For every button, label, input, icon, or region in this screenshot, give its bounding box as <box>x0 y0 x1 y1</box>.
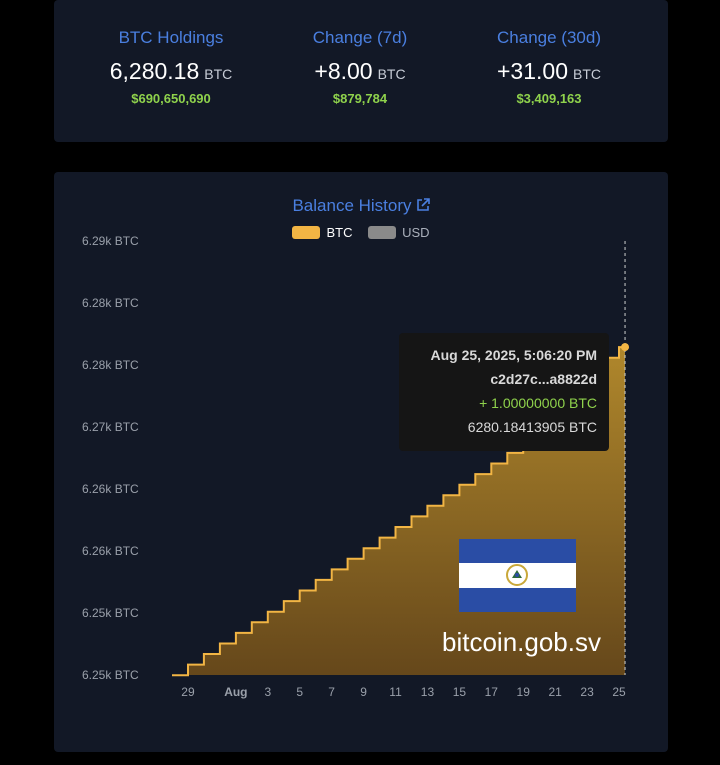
watermark-text: bitcoin.gob.sv <box>442 627 601 657</box>
tooltip-tx-id: c2d27c...a8822d <box>490 371 597 387</box>
legend-label-usd: USD <box>402 225 430 240</box>
chart-tooltip: Aug 25, 2025, 5:06:20 PM c2d27c...a8822d… <box>399 333 609 451</box>
y-tick-label: 6.25k BTC <box>82 606 139 620</box>
el-salvador-flag <box>459 539 576 612</box>
x-tick-label: 11 <box>389 685 402 699</box>
balance-chart: 6.29k BTC 6.28k BTC 6.28k BTC 6.27k BTC 6.26… <box>82 234 630 699</box>
y-tick-label: 6.27k BTC <box>82 420 139 434</box>
chart-card: 6.29k BTC 6.28k BTC 6.28k BTC 6.27k BTC 6.26… <box>54 172 668 752</box>
stat-label: Change (30d) <box>497 28 601 47</box>
stat-usd-value: $3,409,163 <box>516 91 582 106</box>
stat-change-7d: Change (7d) +8.00 BTC $879,784 <box>265 28 455 106</box>
stat-label: BTC Holdings <box>118 28 224 47</box>
stat-value: +31.00 BTC <box>454 58 644 85</box>
x-tick-label: 25 <box>612 685 626 699</box>
stat-change-30d: Change (30d) +31.00 BTC $3,409,163 <box>454 28 644 106</box>
stat-usd-value: $879,784 <box>332 91 388 106</box>
chart-title[interactable]: Balance History <box>292 196 412 215</box>
coat-of-arms-emblem <box>506 564 528 586</box>
chart-title-row: Balance History <box>54 196 668 217</box>
legend-swatch-btc <box>292 226 321 239</box>
stat-unit: BTC <box>204 66 233 82</box>
stat-btc-holdings: BTC Holdings 6,280.18 BTC $690,650,690 <box>76 28 266 106</box>
x-tick-label: 7 <box>328 685 335 699</box>
y-tick-label: 6.25k BTC <box>82 668 139 682</box>
x-tick-label: 19 <box>517 685 531 699</box>
tooltip-balance: 6280.18413905 BTC <box>467 419 597 435</box>
stat-value: 6,280.18 BTC <box>76 58 266 85</box>
legend-label-btc: BTC <box>326 225 353 240</box>
x-tick-label: 9 <box>360 685 367 699</box>
x-tick-label: 3 <box>264 685 271 699</box>
x-tick-label: 29 <box>181 685 195 699</box>
legend-swatch-usd <box>368 226 397 239</box>
legend-item-usd[interactable]: USD <box>368 225 430 240</box>
tooltip-date: Aug 25, 2025, 5:06:20 PM <box>430 347 597 363</box>
stat-number: +8.00 <box>314 58 373 84</box>
legend-item-btc[interactable]: BTC <box>292 225 352 240</box>
stat-unit: BTC <box>573 66 601 82</box>
y-tick-label: 6.28k BTC <box>82 358 139 372</box>
x-tick-label: 23 <box>580 685 594 699</box>
y-tick-label: 6.29k BTC <box>82 234 139 248</box>
x-tick-label: 15 <box>453 685 467 699</box>
hover-point <box>621 343 630 352</box>
stat-number: +31.00 <box>497 58 568 84</box>
stats-card: BTC Holdings 6,280.18 BTC $690,650,690 Ch… <box>54 0 668 142</box>
external-link-icon[interactable] <box>416 198 430 217</box>
x-tick-label: 21 <box>548 685 562 699</box>
x-tick-label: 13 <box>421 685 435 699</box>
x-tick-label: 5 <box>296 685 303 699</box>
y-tick-label: 6.26k BTC <box>82 482 139 496</box>
x-tick-label: 17 <box>485 685 499 699</box>
x-tick-label: Aug <box>224 685 247 699</box>
stat-number: 6,280.18 <box>109 58 200 84</box>
stat-label: Change (7d) <box>312 28 408 47</box>
y-tick-label: 6.26k BTC <box>82 544 139 558</box>
stat-unit: BTC <box>377 66 406 82</box>
y-tick-label: 6.28k BTC <box>82 296 139 310</box>
stat-value: +8.00 BTC <box>265 58 455 85</box>
chart-legend: BTC USD <box>54 225 668 242</box>
stat-usd-value: $690,650,690 <box>131 91 211 106</box>
tooltip-amount: + 1.00000000 BTC <box>479 395 597 411</box>
